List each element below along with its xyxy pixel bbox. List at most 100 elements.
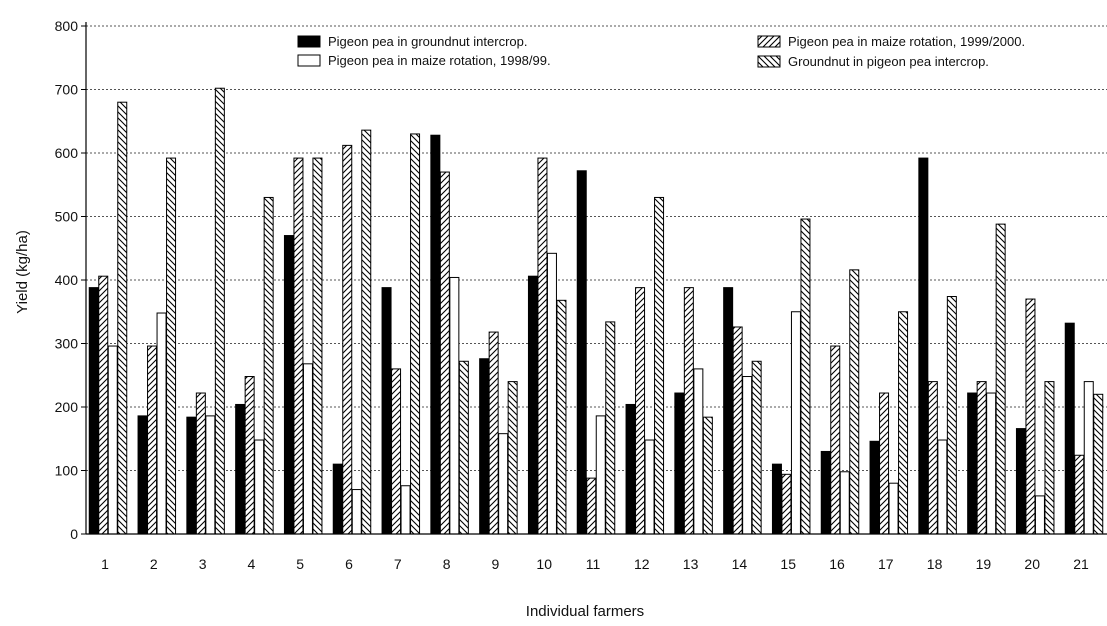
bar-group-farmer-9 (479, 331, 518, 535)
y-axis-ticks: 0 100 200 300 400 500 600 700 800 (55, 18, 86, 542)
bar-hollow-farmer-10 (546, 252, 557, 535)
y-tick-label: 600 (55, 145, 79, 161)
bar-solid-farmer-17 (869, 440, 880, 535)
bar-hollow-farmer-3 (205, 415, 216, 535)
bar-hollow-farmer-7 (400, 485, 411, 535)
x-tick-label: 18 (927, 556, 943, 572)
bar-diagonal-up-farmer-21 (1074, 454, 1085, 535)
bar-solid-farmer-14 (723, 287, 734, 535)
bar-diagonal-down-farmer-20 (1044, 381, 1055, 535)
y-tick-label: 700 (55, 82, 79, 98)
bar-diagonal-up-farmer-2 (147, 345, 158, 535)
bars (88, 87, 1104, 535)
x-tick-label: 21 (1073, 556, 1089, 572)
bar-diagonal-up-farmer-8 (439, 171, 450, 535)
legend-label: Pigeon pea in maize rotation, 1998/99. (328, 53, 551, 68)
bar-diagonal-up-farmer-15 (781, 473, 792, 535)
bar-hollow-farmer-19 (986, 392, 997, 535)
x-tick-label: 13 (683, 556, 699, 572)
bar-diagonal-up-farmer-10 (537, 157, 548, 535)
bar-hollow-farmer-20 (1034, 495, 1045, 535)
bar-group-farmer-5 (283, 157, 323, 535)
bar-group-farmer-1 (88, 101, 128, 535)
bar-group-farmer-21 (1064, 322, 1104, 535)
bar-hollow-farmer-15 (790, 311, 801, 535)
bar-diagonal-up-farmer-20 (1025, 298, 1036, 535)
bar-solid-farmer-18 (918, 157, 929, 535)
bar-hollow-farmer-18 (937, 439, 948, 535)
legend-swatch (297, 35, 321, 48)
bar-group-farmer-15 (771, 218, 811, 535)
x-tick-label: 12 (634, 556, 650, 572)
legend-swatch (297, 54, 321, 67)
bar-diagonal-down-farmer-5 (312, 157, 323, 535)
x-tick-label: 17 (878, 556, 894, 572)
bar-group-farmer-7 (381, 133, 421, 535)
bar-diagonal-up-farmer-17 (879, 392, 890, 535)
x-tick-label: 10 (536, 556, 552, 572)
bar-diagonal-down-farmer-14 (751, 360, 762, 535)
bar-diagonal-down-farmer-15 (800, 218, 811, 535)
bar-solid-farmer-10 (527, 275, 538, 535)
bar-solid-farmer-20 (1015, 428, 1026, 535)
bar-diagonal-down-farmer-13 (702, 416, 713, 535)
bar-hollow-farmer-4 (254, 439, 265, 535)
bar-solid-farmer-7 (381, 287, 392, 535)
bar-diagonal-down-farmer-9 (507, 381, 518, 535)
bar-hollow-farmer-17 (888, 482, 899, 535)
bar-diagonal-up-farmer-1 (98, 275, 109, 535)
bar-diagonal-up-farmer-13 (683, 287, 694, 535)
bar-diagonal-up-farmer-6 (342, 144, 353, 535)
bar-solid-farmer-6 (332, 463, 343, 535)
axes (85, 22, 1107, 535)
bar-diagonal-down-farmer-1 (117, 101, 128, 535)
legend-label: Pigeon pea in maize rotation, 1999/2000. (788, 34, 1025, 49)
x-tick-label: 14 (732, 556, 748, 572)
x-tick-label: 6 (345, 556, 353, 572)
bar-group-farmer-12 (625, 196, 665, 535)
bar-group-farmer-2 (137, 157, 177, 535)
bar-solid-farmer-2 (137, 415, 148, 535)
x-tick-label: 4 (248, 556, 256, 572)
bar-diagonal-up-farmer-9 (488, 331, 499, 535)
bar-solid-farmer-15 (771, 463, 782, 535)
bar-hollow-farmer-16 (839, 471, 850, 535)
bar-diagonal-down-farmer-7 (410, 133, 421, 535)
y-tick-label: 500 (55, 209, 79, 225)
bar-diagonal-down-farmer-2 (166, 157, 177, 535)
bar-hollow-farmer-13 (693, 368, 704, 535)
bar-solid-farmer-11 (576, 170, 587, 535)
bar-solid-farmer-12 (625, 403, 636, 535)
bar-group-farmer-8 (430, 134, 469, 535)
x-axis-title: Individual farmers (526, 603, 644, 620)
x-tick-label: 1 (101, 556, 109, 572)
bar-group-farmer-4 (235, 196, 274, 535)
legend-item-solid: Pigeon pea in groundnut intercrop. (297, 34, 527, 49)
y-tick-label: 0 (70, 526, 78, 542)
x-tick-label: 9 (492, 556, 500, 572)
legend-label: Pigeon pea in groundnut intercrop. (328, 34, 527, 49)
bar-hollow-farmer-5 (302, 363, 313, 535)
bar-diagonal-up-farmer-19 (976, 381, 987, 535)
bar-hollow-farmer-14 (742, 376, 753, 535)
x-tick-label: 19 (976, 556, 992, 572)
bar-diagonal-up-farmer-16 (830, 345, 841, 535)
y-tick-label: 200 (55, 399, 79, 415)
bar-hollow-farmer-6 (351, 489, 362, 535)
bar-group-farmer-19 (967, 223, 1006, 535)
bar-hollow-farmer-21 (1083, 381, 1094, 535)
legend-swatch (757, 55, 781, 68)
bar-diagonal-up-farmer-12 (635, 287, 646, 535)
bar-solid-farmer-8 (430, 134, 441, 535)
bar-group-farmer-10 (527, 157, 567, 535)
bar-hollow-farmer-9 (498, 433, 509, 535)
bar-solid-farmer-19 (967, 392, 978, 535)
bar-solid-farmer-21 (1064, 322, 1075, 535)
y-tick-label: 800 (55, 18, 79, 34)
bar-group-farmer-14 (723, 287, 762, 535)
bar-diagonal-down-farmer-3 (214, 87, 225, 535)
bar-solid-farmer-1 (88, 287, 99, 535)
x-tick-label: 3 (199, 556, 207, 572)
bar-diagonal-up-farmer-3 (195, 392, 206, 535)
